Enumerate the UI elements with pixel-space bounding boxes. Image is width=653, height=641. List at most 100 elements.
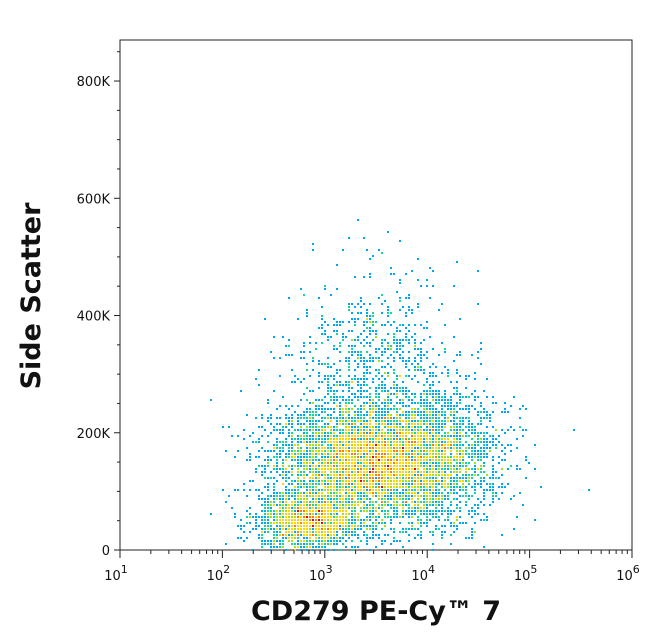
scatter-point: [387, 501, 389, 503]
scatter-point: [492, 441, 494, 443]
scatter-point: [381, 360, 383, 362]
scatter-point: [369, 414, 371, 416]
scatter-point: [423, 441, 425, 443]
scatter-point: [390, 408, 392, 410]
scatter-point: [426, 393, 428, 395]
scatter-point: [459, 444, 461, 446]
scatter-point: [369, 345, 371, 347]
scatter-point: [294, 510, 296, 512]
scatter-point: [336, 513, 338, 515]
scatter-point: [318, 528, 320, 530]
scatter-point: [414, 345, 416, 347]
scatter-point: [282, 396, 284, 398]
scatter-point: [249, 531, 251, 533]
scatter-point: [486, 483, 488, 485]
scatter-point: [372, 501, 374, 503]
scatter-point: [393, 537, 395, 539]
scatter-point: [396, 510, 398, 512]
scatter-point: [345, 459, 347, 461]
scatter-point: [429, 375, 431, 377]
scatter-point: [348, 330, 350, 332]
scatter-point: [336, 264, 338, 266]
scatter-point: [396, 495, 398, 497]
scatter-point: [522, 405, 524, 407]
scatter-point: [360, 417, 362, 419]
scatter-point: [426, 420, 428, 422]
scatter-point: [387, 402, 389, 404]
scatter-point: [483, 417, 485, 419]
scatter-point: [351, 525, 353, 527]
scatter-point: [339, 408, 341, 410]
scatter-point: [339, 468, 341, 470]
scatter-point: [336, 465, 338, 467]
scatter-point: [336, 519, 338, 521]
scatter-point: [336, 417, 338, 419]
scatter-point: [423, 423, 425, 425]
scatter-point: [336, 537, 338, 539]
scatter-point: [348, 468, 350, 470]
scatter-point: [306, 543, 308, 545]
scatter-point: [312, 468, 314, 470]
scatter-point: [459, 462, 461, 464]
scatter-point: [423, 399, 425, 401]
scatter-point: [288, 540, 290, 542]
scatter-point: [375, 465, 377, 467]
scatter-point: [327, 393, 329, 395]
scatter-point: [414, 450, 416, 452]
scatter-point: [258, 516, 260, 518]
scatter-point: [282, 462, 284, 464]
scatter-point: [276, 504, 278, 506]
scatter-point: [489, 414, 491, 416]
scatter-point: [495, 471, 497, 473]
scatter-point: [423, 417, 425, 419]
scatter-point: [399, 342, 401, 344]
scatter-point: [330, 486, 332, 488]
scatter-point: [426, 513, 428, 515]
scatter-point: [330, 294, 332, 296]
scatter-point: [399, 459, 401, 461]
scatter-point: [318, 327, 320, 329]
scatter-point: [390, 438, 392, 440]
scatter-point: [432, 390, 434, 392]
scatter-point: [342, 480, 344, 482]
scatter-point: [396, 435, 398, 437]
scatter-point: [363, 417, 365, 419]
scatter-point: [321, 363, 323, 365]
scatter-point: [285, 414, 287, 416]
scatter-point: [411, 414, 413, 416]
scatter-point: [444, 471, 446, 473]
scatter-point: [420, 471, 422, 473]
scatter-point: [318, 414, 320, 416]
scatter-point: [492, 411, 494, 413]
scatter-point: [282, 441, 284, 443]
scatter-point: [444, 468, 446, 470]
scatter-point: [324, 438, 326, 440]
scatter-point: [312, 519, 314, 521]
scatter-point: [303, 495, 305, 497]
scatter-point: [417, 465, 419, 467]
scatter-point: [399, 444, 401, 446]
scatter-point: [435, 474, 437, 476]
scatter-point: [336, 456, 338, 458]
scatter-point: [339, 438, 341, 440]
scatter-point: [234, 516, 236, 518]
scatter-point: [414, 339, 416, 341]
scatter-point: [474, 474, 476, 476]
scatter-point: [483, 441, 485, 443]
scatter-point: [474, 396, 476, 398]
scatter-point: [378, 507, 380, 509]
scatter-point: [285, 504, 287, 506]
scatter-point: [390, 399, 392, 401]
scatter-point: [384, 417, 386, 419]
scatter-point: [393, 462, 395, 464]
scatter-point: [288, 408, 290, 410]
scatter-point: [390, 441, 392, 443]
scatter-point: [435, 465, 437, 467]
scatter-point: [411, 525, 413, 527]
scatter-point: [354, 486, 356, 488]
scatter-point: [249, 507, 251, 509]
scatter-point: [354, 441, 356, 443]
scatter-point: [435, 507, 437, 509]
scatter-point: [324, 465, 326, 467]
scatter-point: [333, 516, 335, 518]
